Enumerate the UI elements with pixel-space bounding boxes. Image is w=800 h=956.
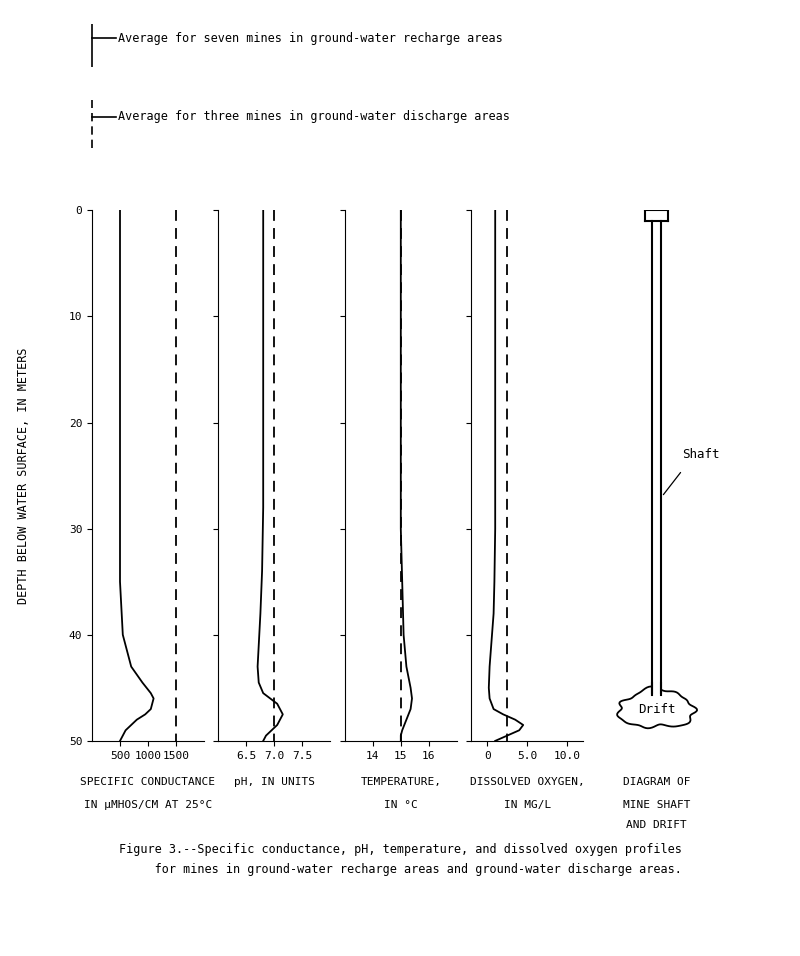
Text: SPECIFIC CONDUCTANCE: SPECIFIC CONDUCTANCE xyxy=(81,777,215,787)
Text: TEMPERATURE,: TEMPERATURE, xyxy=(360,777,442,787)
Polygon shape xyxy=(617,686,697,728)
Text: Drift: Drift xyxy=(638,703,675,715)
Text: IN μMHOS/CM AT 25°C: IN μMHOS/CM AT 25°C xyxy=(84,800,212,810)
Bar xyxy=(652,683,661,714)
Text: AND DRIFT: AND DRIFT xyxy=(626,820,686,830)
Text: Figure 3.--Specific conductance, pH, temperature, and dissolved oxygen profiles: Figure 3.--Specific conductance, pH, tem… xyxy=(118,843,682,857)
Text: Shaft: Shaft xyxy=(682,448,720,461)
Text: IN °C: IN °C xyxy=(384,800,418,810)
Bar xyxy=(652,210,661,693)
Text: MINE SHAFT: MINE SHAFT xyxy=(622,800,690,810)
Text: DISSOLVED OXYGEN,: DISSOLVED OXYGEN, xyxy=(470,777,585,787)
Text: IN MG/L: IN MG/L xyxy=(503,800,551,810)
Text: Average for seven mines in ground-water recharge areas: Average for seven mines in ground-water … xyxy=(118,32,503,45)
Text: DIAGRAM OF: DIAGRAM OF xyxy=(622,777,690,787)
Text: Average for three mines in ground-water discharge areas: Average for three mines in ground-water … xyxy=(118,110,510,123)
Text: for mines in ground-water recharge areas and ground-water discharge areas.: for mines in ground-water recharge areas… xyxy=(118,863,682,877)
Text: pH, IN UNITS: pH, IN UNITS xyxy=(234,777,315,787)
Text: DEPTH BELOW WATER SURFACE, IN METERS: DEPTH BELOW WATER SURFACE, IN METERS xyxy=(18,347,30,604)
